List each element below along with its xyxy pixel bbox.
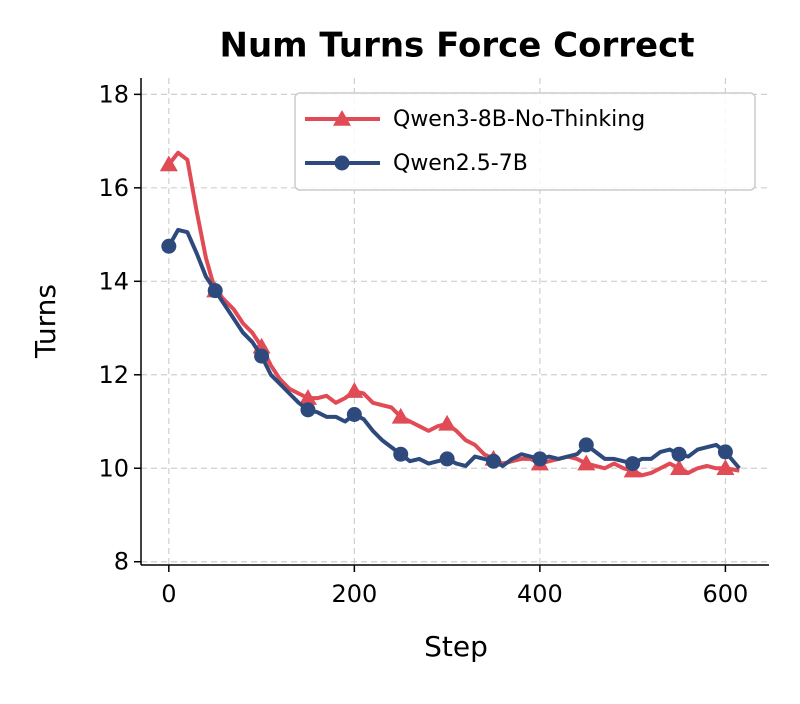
point-marker [300, 402, 316, 418]
point-marker [485, 453, 501, 469]
point-marker [345, 382, 364, 398]
point-marker [346, 407, 362, 423]
point-marker [298, 389, 317, 405]
point-marker [254, 348, 270, 364]
point-marker [159, 155, 178, 172]
legend-box [294, 92, 756, 191]
series-line [167, 227, 741, 470]
point-marker [577, 454, 596, 471]
point-marker [671, 446, 687, 462]
y-tick-label: 18 [98, 80, 129, 108]
point-marker [670, 459, 689, 476]
y-tick-label: 10 [98, 454, 129, 482]
x-tick-label: 600 [702, 580, 748, 608]
y-tick-label: 12 [98, 361, 129, 389]
point-marker [438, 414, 457, 431]
legend-label: Qwen3-8B-No-Thinking [393, 107, 645, 132]
y-tick-label: 16 [98, 174, 129, 202]
point-marker [391, 407, 410, 424]
chart-title: Num Turns Force Correct [220, 26, 695, 66]
point-marker [393, 446, 409, 462]
point-marker [439, 451, 455, 467]
y-tick-label: 8 [114, 548, 129, 576]
point-marker [578, 437, 594, 453]
y-axis-label: Turns [29, 284, 62, 359]
legend-marker [333, 110, 351, 126]
point-marker [207, 283, 223, 299]
point-marker [625, 456, 641, 472]
point-marker [532, 451, 548, 467]
point-marker [161, 238, 177, 254]
x-tick-label: 200 [331, 580, 377, 608]
x-tick-label: 0 [161, 580, 176, 608]
x-tick-label: 400 [517, 580, 563, 608]
series-line [167, 150, 740, 478]
point-marker [716, 459, 735, 476]
legend-marker [334, 155, 350, 171]
x-axis-label: Step [424, 630, 488, 663]
legend-label: Qwen2.5-7B [393, 151, 528, 176]
point-marker [717, 444, 733, 460]
y-tick-label: 14 [98, 267, 129, 295]
